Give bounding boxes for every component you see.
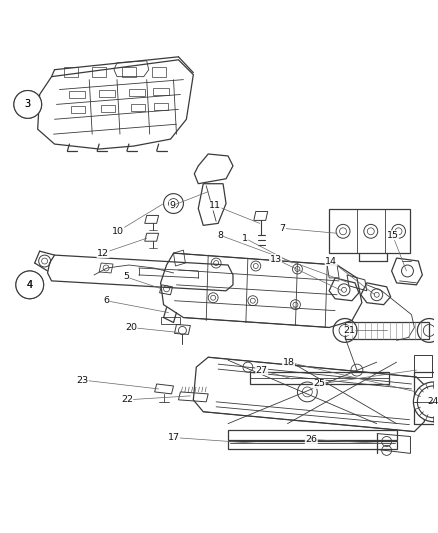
Text: 22: 22: [121, 395, 133, 405]
Text: 3: 3: [25, 99, 31, 109]
Bar: [64, 67, 78, 77]
Bar: [414, 372, 438, 424]
Text: 23: 23: [76, 376, 88, 384]
Circle shape: [16, 271, 44, 298]
Bar: [69, 91, 85, 99]
Bar: [161, 317, 180, 325]
Text: 1: 1: [242, 234, 248, 243]
Text: 12: 12: [97, 248, 109, 257]
Text: 10: 10: [112, 227, 124, 236]
Circle shape: [14, 91, 42, 118]
Text: 8: 8: [217, 231, 223, 240]
Bar: [71, 107, 85, 114]
Text: 14: 14: [325, 256, 337, 265]
Text: 26: 26: [305, 435, 317, 444]
Bar: [129, 88, 145, 96]
Bar: [228, 441, 396, 449]
Circle shape: [413, 382, 438, 422]
Bar: [414, 355, 432, 377]
Bar: [122, 67, 136, 77]
Bar: [99, 90, 115, 98]
Bar: [250, 372, 389, 384]
Text: 27: 27: [256, 366, 268, 375]
Text: 24: 24: [427, 397, 438, 406]
Text: 18: 18: [283, 358, 294, 367]
Circle shape: [417, 386, 438, 418]
Circle shape: [16, 271, 44, 298]
Bar: [153, 87, 169, 95]
Text: 3: 3: [25, 99, 31, 109]
Text: 5: 5: [123, 272, 129, 281]
Text: 13: 13: [269, 255, 282, 263]
Text: 9: 9: [170, 201, 176, 210]
Bar: [154, 103, 168, 110]
Bar: [152, 67, 166, 77]
Bar: [101, 106, 115, 112]
Bar: [228, 430, 396, 440]
Text: 15: 15: [387, 231, 399, 240]
Bar: [92, 67, 106, 77]
Text: 6: 6: [103, 296, 109, 305]
Text: 20: 20: [125, 323, 137, 332]
Text: 11: 11: [209, 201, 221, 210]
Text: 4: 4: [27, 280, 33, 290]
Text: 4: 4: [27, 280, 33, 290]
Text: 21: 21: [343, 326, 355, 335]
Bar: [345, 321, 429, 340]
Text: 25: 25: [313, 379, 325, 389]
Text: 7: 7: [279, 224, 286, 233]
Circle shape: [14, 91, 42, 118]
Text: 17: 17: [167, 433, 180, 442]
Bar: [131, 104, 145, 111]
Bar: [329, 208, 410, 253]
